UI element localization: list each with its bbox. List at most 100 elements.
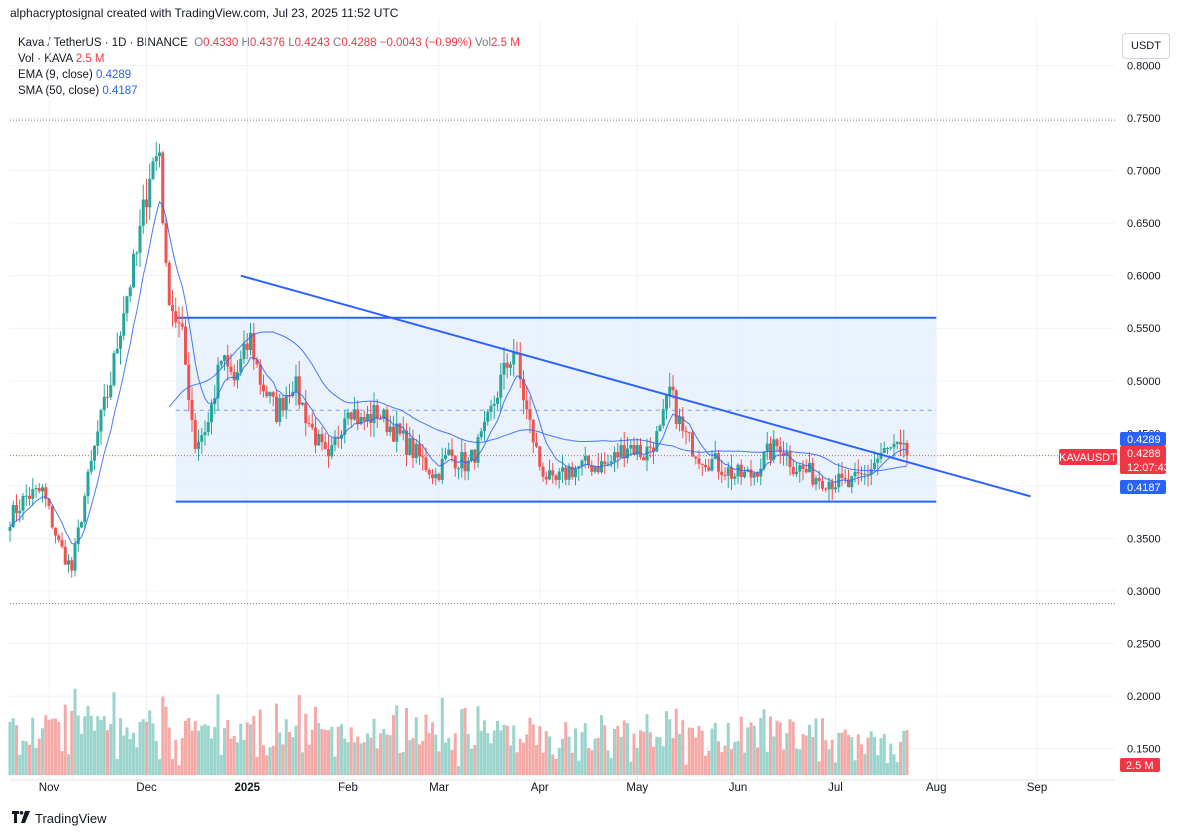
candle-body (882, 448, 886, 453)
volume-bar (674, 708, 678, 775)
candle-body (499, 374, 503, 398)
volume-bar (518, 738, 522, 775)
tradingview-logo-text: TradingView (35, 810, 107, 826)
candle-body (665, 395, 668, 410)
candle-body (15, 504, 18, 514)
candle-body (171, 305, 174, 312)
candle-body (421, 456, 425, 458)
volume-bar (830, 739, 834, 775)
volume-bar (869, 731, 873, 775)
volume-bar (502, 724, 506, 775)
volume-bar (102, 716, 106, 775)
volume-bar (486, 732, 490, 775)
volume-bar (288, 731, 291, 775)
volume-bar (440, 697, 444, 775)
volume-bar (905, 730, 909, 775)
candle-body (304, 402, 308, 424)
volume-bar (603, 725, 607, 775)
volume-bar (551, 754, 555, 775)
volume-bar (772, 736, 776, 775)
volume-bar (775, 720, 779, 775)
volume-bar (694, 737, 698, 775)
volume-badge-text: 2.5 M (1126, 760, 1154, 772)
candle-body (502, 362, 506, 375)
candle-body (762, 451, 766, 469)
legend-ema-row[interactable]: EMA (9, close) 0.4289 (18, 67, 520, 83)
sma-line[interactable] (168, 331, 908, 472)
volume-bar (115, 759, 119, 775)
volume-bar (590, 750, 594, 775)
candle-body (70, 560, 74, 571)
candle-body (892, 443, 896, 448)
volume-bar (135, 747, 139, 775)
candle-body (346, 412, 350, 419)
candle-body (31, 489, 35, 499)
candle-body (219, 360, 223, 365)
candle-body (353, 409, 356, 420)
volume-bar (76, 715, 80, 775)
x-tick-label: Mar (429, 782, 449, 794)
y-tick-label: 0.2000 (1127, 691, 1161, 703)
candle-body (275, 396, 278, 422)
candle-body (538, 446, 542, 467)
volume-bar (398, 752, 402, 775)
candle-body (564, 467, 568, 480)
volume-bar (483, 720, 486, 775)
volume-bar (811, 736, 815, 775)
candle-body (522, 379, 525, 401)
volume-bar (73, 688, 77, 775)
legend-sma-row[interactable]: SMA (50, close) 0.4187 (18, 83, 520, 99)
candle-body (567, 466, 571, 480)
ema-line[interactable] (9, 200, 908, 545)
candle-body (379, 418, 382, 420)
tradingview-logo[interactable]: TradingView (12, 810, 107, 826)
candle-body (713, 453, 717, 460)
candle-body (600, 461, 603, 473)
chart-legend: Kava / TetherUS · 1D · BINANCE O0.4330 H… (18, 35, 520, 99)
volume-bar (525, 734, 529, 775)
volume-bar (574, 728, 577, 775)
volume-bar (736, 741, 740, 775)
volume-bar (733, 741, 737, 775)
candle-body (726, 467, 730, 476)
volume-bar (791, 721, 795, 775)
volume-bar (505, 725, 509, 775)
descending-trendline[interactable] (240, 274, 1031, 498)
volume-bar (340, 724, 343, 775)
candle-body (93, 445, 96, 461)
volume-bar (548, 736, 551, 775)
candle-body (834, 487, 837, 490)
volume-bar (395, 705, 399, 775)
candle-body (148, 178, 152, 208)
candle-body (700, 463, 704, 465)
candle-body (206, 422, 210, 433)
volume-bar (827, 749, 831, 775)
volume-bar (193, 721, 197, 775)
candle-body (343, 418, 347, 435)
volume-bar (496, 720, 499, 775)
volume-bar (362, 741, 366, 775)
currency-button[interactable]: USDT (1122, 33, 1170, 59)
volume-bar (128, 738, 132, 775)
candle-body (658, 425, 662, 432)
candle-body (408, 438, 412, 455)
x-tick-label: Apr (531, 782, 549, 794)
candle-body (551, 470, 555, 476)
candle-body (73, 544, 77, 571)
candle-body (895, 441, 899, 444)
y-tick-label: 0.8000 (1127, 60, 1161, 72)
legend-volume-row[interactable]: Vol · KAVA 2.5 M (18, 51, 520, 67)
volume-bar (756, 747, 759, 775)
volume-bar (668, 719, 672, 775)
sma-badge-text: 0.4187 (1127, 482, 1161, 494)
volume-bar (561, 738, 564, 775)
candle-body (323, 442, 327, 450)
candle-body (112, 353, 116, 386)
volume-bar (476, 706, 480, 775)
legend-symbol[interactable]: Kava / TetherUS · 1D · BINANCE (18, 37, 188, 49)
candle-body (879, 452, 883, 459)
candle-body (281, 398, 285, 411)
candle-body (414, 443, 418, 458)
y-tick-label: 0.2500 (1127, 639, 1161, 651)
